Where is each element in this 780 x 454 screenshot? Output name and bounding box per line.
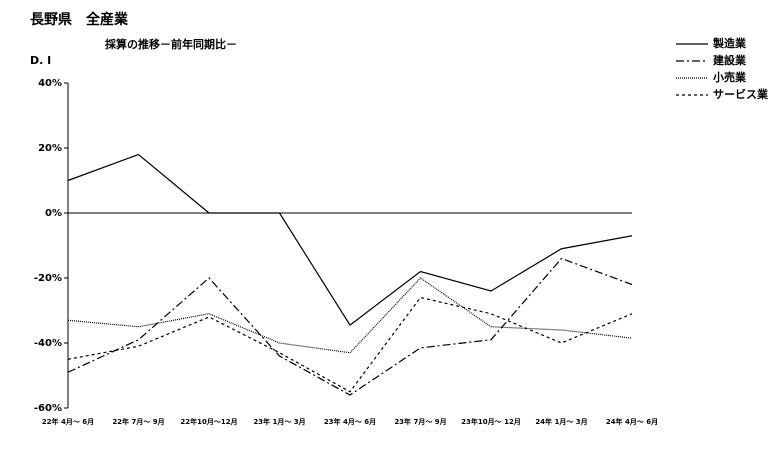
legend-label: 小売業	[712, 70, 747, 84]
x-tick-label: 24年 4月～ 6月	[606, 417, 658, 426]
y-tick-label: 20%	[38, 143, 62, 154]
series-line	[67, 257, 633, 396]
x-tick-label: 23年 1月～ 3月	[253, 417, 305, 426]
chart-title: 長野県 全産業	[30, 11, 129, 28]
series-line	[67, 277, 633, 354]
x-tick-label: 24年 1月～ 3月	[535, 417, 587, 426]
legend-label: 建設業	[713, 53, 747, 67]
x-tick-label: 22年10月～12月	[180, 417, 237, 426]
x-tick-label: 23年 4月～ 6月	[324, 417, 376, 426]
y-tick-label: -60%	[34, 403, 62, 414]
legend-label: 製造業	[712, 36, 747, 50]
y-tick-label: -20%	[34, 273, 62, 284]
series-line	[67, 296, 633, 393]
y-tick-label: 40%	[38, 78, 62, 89]
y-tick-label: -40%	[34, 338, 62, 349]
y-axis-label: D. I	[30, 54, 51, 67]
x-tick-label: 22年 7月～ 9月	[112, 417, 164, 426]
chart-subtitle: 採算の推移－前年同期比－	[105, 37, 237, 51]
x-tick-label: 23年 7月～ 9月	[394, 417, 446, 426]
series-line	[67, 153, 633, 326]
x-tick-label: 23年10月～ 12月	[461, 417, 521, 426]
y-tick-label: 0%	[45, 208, 62, 219]
x-tick-label: 22年 4月～ 6月	[42, 417, 94, 426]
legend-label: サービス業	[713, 87, 769, 101]
